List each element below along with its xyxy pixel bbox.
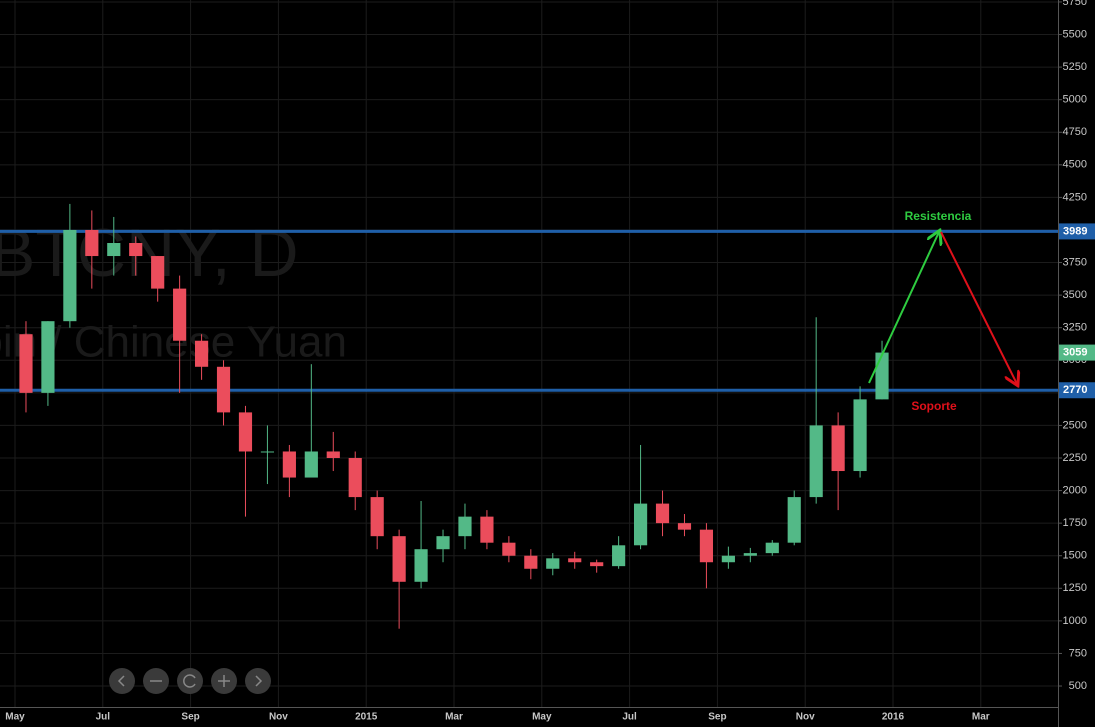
candle-body (19, 334, 33, 393)
x-tick-label: Nov (796, 712, 815, 723)
y-tick-label: 3500 (1063, 289, 1087, 301)
zoom-in-button[interactable] (211, 668, 237, 694)
reset-button[interactable] (177, 668, 203, 694)
candle-body (304, 451, 318, 478)
candle-body (194, 340, 209, 367)
y-tick-label: 4750 (1063, 126, 1087, 138)
candle-body (282, 451, 296, 478)
arrow-up (868, 232, 939, 384)
y-tick-label: 3750 (1063, 256, 1087, 268)
x-tick-label: May (532, 712, 552, 723)
scroll-left-button[interactable] (109, 668, 135, 694)
y-tick-label: 1250 (1063, 582, 1087, 594)
candle-body (787, 497, 801, 543)
y-tick-label: 1000 (1063, 615, 1087, 627)
candle-body (238, 412, 253, 452)
y-tick-label: 750 (1069, 647, 1087, 659)
candle-body (414, 549, 428, 582)
candle-body (458, 516, 472, 537)
last-price-badge (1059, 344, 1095, 361)
y-tick-label: 2250 (1063, 452, 1087, 464)
candle-body (612, 545, 626, 567)
level-label: 2770 (1063, 384, 1087, 396)
x-tick-label: 2015 (355, 712, 378, 723)
x-tick-label: Mar (445, 712, 463, 723)
candle-body (655, 503, 670, 524)
x-tick-label: Nov (269, 712, 288, 723)
level-badge (1059, 223, 1095, 240)
y-tick-label: 3250 (1063, 322, 1087, 334)
candle-body (743, 553, 757, 556)
arrow-down (940, 231, 1017, 384)
x-tick-label: Sep (708, 712, 726, 723)
y-tick-label: 500 (1069, 680, 1087, 692)
candle-body (129, 243, 143, 257)
y-tick-label: 1750 (1063, 517, 1087, 529)
candle-body (370, 497, 384, 537)
level-badge (1059, 382, 1095, 399)
annotation: Soporte (911, 399, 957, 413)
candle-body (546, 558, 560, 569)
candle-body (721, 555, 735, 563)
watermark-title: BTCNY, D (0, 215, 299, 291)
candle-body (173, 288, 187, 341)
y-tick-label: 5250 (1063, 61, 1087, 73)
y-tick-label: 4250 (1063, 191, 1087, 203)
y-axis-panel (1058, 0, 1095, 727)
x-tick-label: 2016 (882, 712, 905, 723)
candle-body (151, 256, 165, 289)
candle-body (633, 503, 648, 546)
candle-body (85, 229, 99, 257)
candle-body (348, 457, 362, 498)
x-tick-label: Jul (96, 712, 111, 723)
candle-body (590, 562, 604, 567)
annotation: Resistencia (905, 209, 972, 223)
y-tick-label: 4500 (1063, 159, 1087, 171)
y-tick-label: 2500 (1063, 419, 1087, 431)
candle-body (326, 451, 340, 458)
candle-body (677, 523, 692, 530)
scroll-right-button[interactable] (245, 668, 271, 694)
y-tick-label: 5000 (1063, 94, 1087, 106)
last-price-label: 3059 (1063, 346, 1087, 358)
y-tick-label: 2000 (1063, 484, 1087, 496)
candle-body (875, 352, 889, 400)
candle-body (63, 229, 77, 322)
candle-body (853, 399, 867, 472)
level-label: 3989 (1063, 225, 1087, 237)
candle-body (41, 321, 55, 393)
zoom-out-button[interactable] (143, 668, 169, 694)
y-tick-label: 1500 (1063, 550, 1087, 562)
candle-body (568, 558, 582, 563)
candle-body (436, 536, 450, 550)
x-tick-label: Mar (972, 712, 990, 723)
candle-body (260, 451, 275, 453)
candle-body (480, 516, 494, 543)
candle-body (831, 425, 845, 472)
x-tick-label: Sep (181, 712, 199, 723)
y-tick-label: 5750 (1063, 0, 1087, 8)
candle-body (524, 555, 538, 569)
candle-body (107, 243, 121, 257)
candle-body (765, 542, 779, 554)
candle-body (809, 425, 823, 498)
candle-body (216, 366, 231, 413)
y-tick-label: 5500 (1063, 28, 1087, 40)
x-tick-label: Jul (622, 712, 637, 723)
zoom-controls (109, 668, 271, 694)
candle-body (392, 536, 406, 582)
candle-body (502, 542, 516, 556)
candle-body (699, 529, 714, 563)
x-tick-label: May (5, 712, 25, 723)
x-axis-panel (0, 707, 1058, 727)
